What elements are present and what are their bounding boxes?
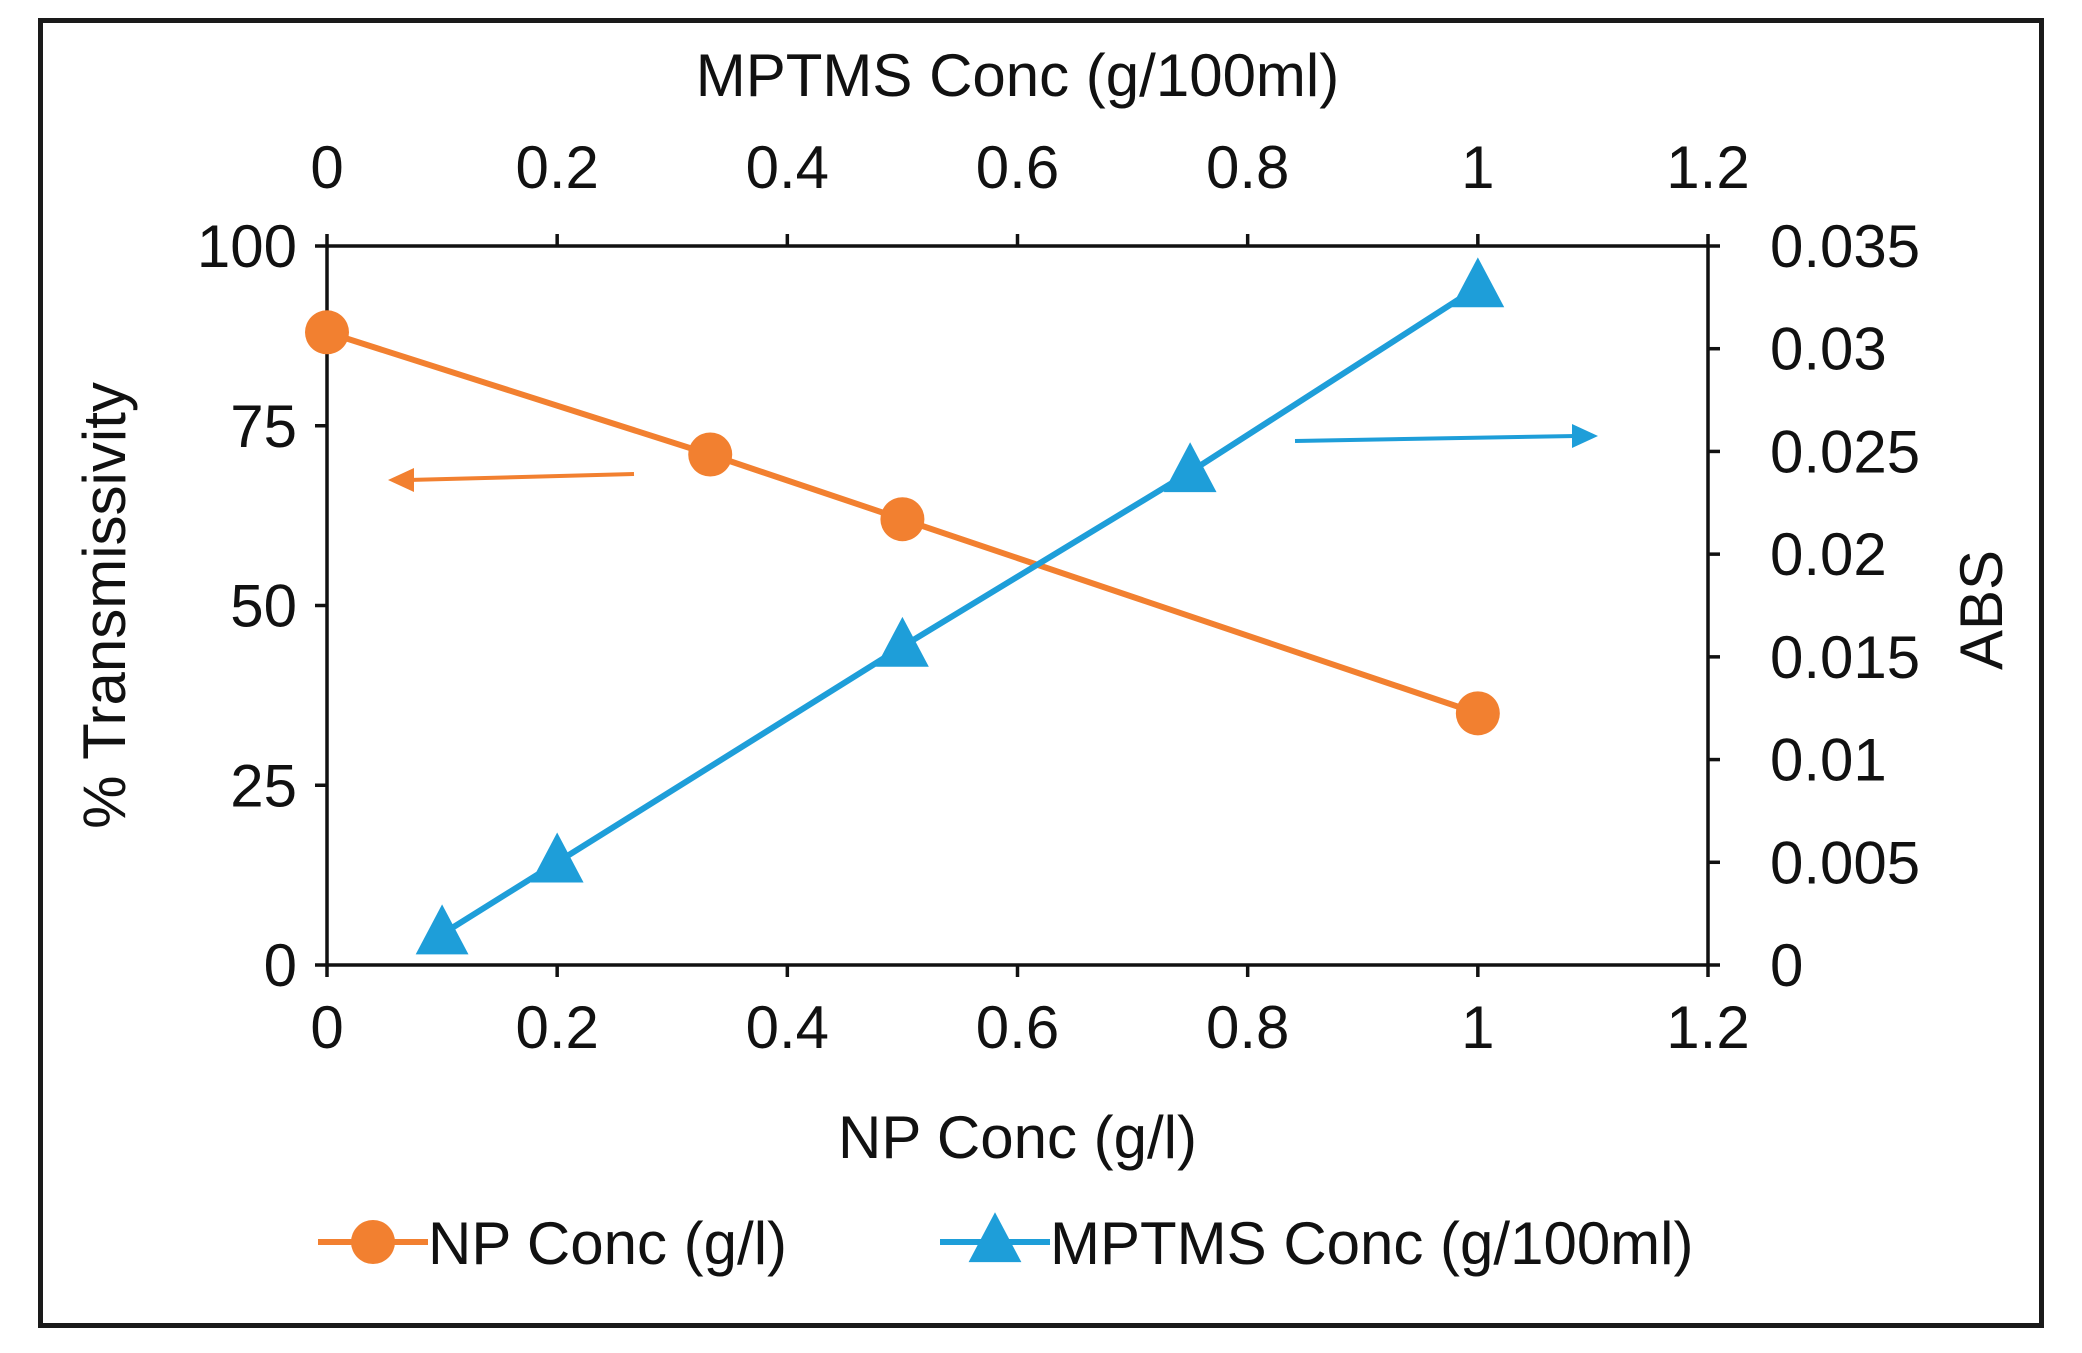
arrow-right-icon bbox=[1572, 424, 1598, 448]
series-line-1 bbox=[326, 329, 1479, 717]
x-top-tick-label: 0.2 bbox=[515, 134, 598, 201]
x-axis-bottom-title: NP Conc (g/l) bbox=[838, 1104, 1197, 1171]
data-point-triangle bbox=[876, 616, 929, 667]
x-top-tick-label: 1 bbox=[1461, 134, 1494, 201]
y-right-tick-label: 0.01 bbox=[1770, 727, 1887, 794]
x-top-tick-label: 0.8 bbox=[1206, 134, 1289, 201]
x-axis-top-title: MPTMS Conc (g/100ml) bbox=[696, 42, 1339, 109]
y-right-tick-label: 0.035 bbox=[1770, 213, 1920, 280]
arrow-left-icon bbox=[388, 468, 414, 492]
legend-label-2: MPTMS Conc (g/100ml) bbox=[1050, 1210, 1693, 1277]
data-point-circle bbox=[688, 432, 733, 477]
x-bottom-tick-label: 0.6 bbox=[976, 994, 1059, 1061]
y-left-tick-label: 75 bbox=[230, 393, 297, 460]
y-right-tick-label: 0 bbox=[1770, 932, 1803, 999]
data-point-circle bbox=[305, 310, 349, 355]
legend-label-1: NP Conc (g/l) bbox=[428, 1210, 787, 1277]
x-bottom-tick-label: 0.2 bbox=[515, 994, 598, 1061]
y-right-tick-label: 0.005 bbox=[1770, 829, 1920, 896]
data-point-circle bbox=[880, 497, 925, 542]
legend-marker-triangle bbox=[968, 1212, 1022, 1263]
x-bottom-tick-label: 1 bbox=[1461, 994, 1494, 1061]
data-point-triangle bbox=[1163, 442, 1217, 493]
data-point-triangle bbox=[530, 832, 584, 883]
x-bottom-tick-label: 1.2 bbox=[1666, 994, 1749, 1061]
data-point-triangle bbox=[415, 904, 469, 955]
x-top-tick-label: 0.6 bbox=[976, 134, 1059, 201]
x-bottom-tick-label: 0.8 bbox=[1206, 994, 1289, 1061]
y-right-tick-label: 0.015 bbox=[1770, 624, 1920, 691]
series-line-2 bbox=[440, 284, 1480, 937]
arrow-left-shaft bbox=[407, 472, 635, 482]
y-right-tick-label: 0.02 bbox=[1770, 521, 1887, 588]
x-bottom-tick-label: 0 bbox=[310, 994, 343, 1061]
y-axis-left-title: % Transmissivity bbox=[71, 382, 138, 829]
legend-marker-circle bbox=[351, 1220, 395, 1264]
x-top-tick-label: 0 bbox=[310, 134, 343, 201]
data-point-triangle bbox=[1451, 257, 1505, 308]
data-point-circle bbox=[1455, 691, 1500, 736]
y-left-tick-label: 25 bbox=[230, 752, 297, 819]
x-bottom-tick-label: 0.4 bbox=[746, 994, 829, 1061]
y-right-tick-label: 0.025 bbox=[1770, 418, 1920, 485]
y-left-tick-label: 100 bbox=[197, 213, 297, 280]
y-right-tick-label: 0.03 bbox=[1770, 316, 1887, 383]
y-left-tick-label: 0 bbox=[264, 932, 297, 999]
arrow-right-shaft bbox=[1294, 434, 1577, 443]
x-top-tick-label: 1.2 bbox=[1666, 134, 1749, 201]
y-left-tick-label: 50 bbox=[230, 573, 297, 640]
x-top-tick-label: 0.4 bbox=[746, 134, 829, 201]
y-axis-right-title: ABS bbox=[1948, 550, 2015, 670]
